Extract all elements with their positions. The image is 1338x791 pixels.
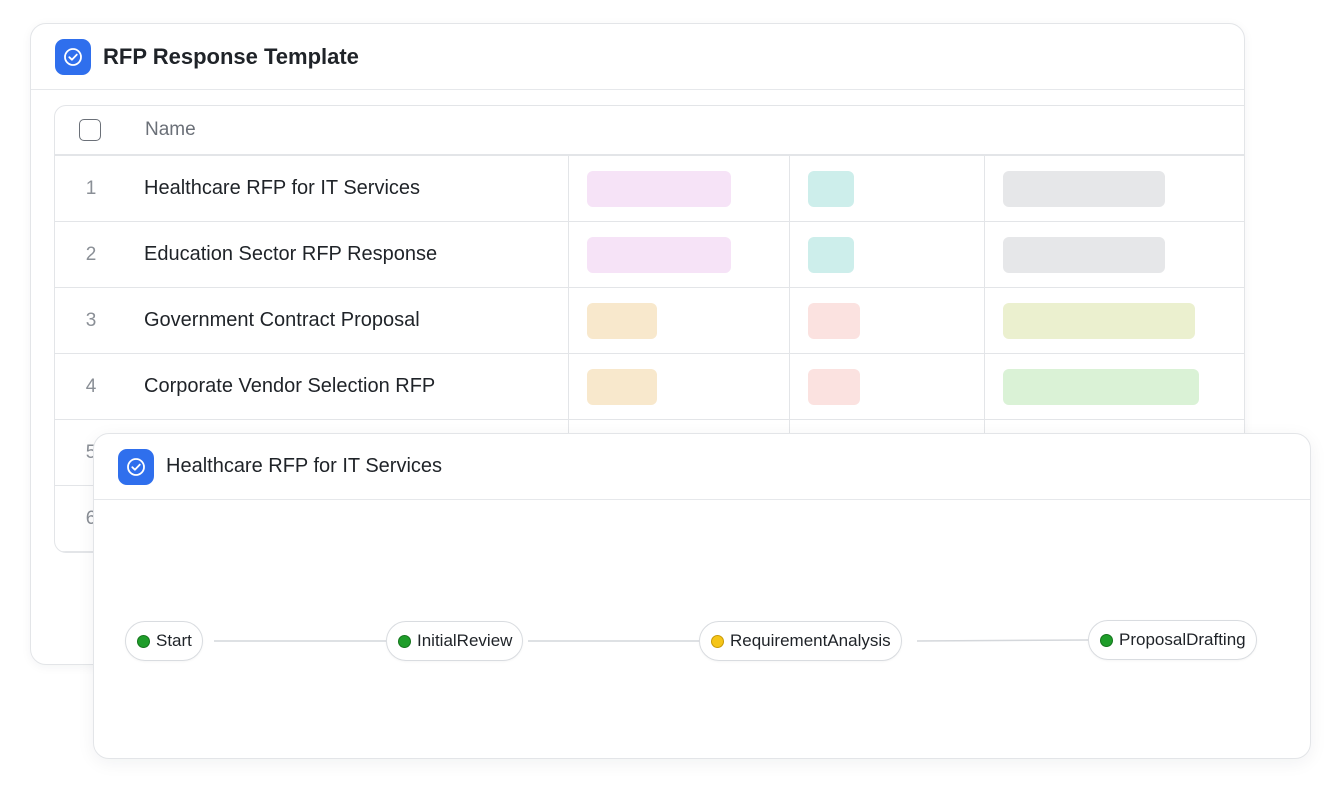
- workflow-title: Healthcare RFP for IT Services: [166, 455, 443, 477]
- tag-pill: [808, 302, 860, 339]
- node-label: InitialReview: [417, 631, 513, 650]
- column-header-name[interactable]: Name: [145, 119, 196, 140]
- row-name[interactable]: Corporate Vendor Selection RFP: [144, 375, 436, 397]
- workflow-window: Healthcare RFP for IT Services Start Ini…: [93, 433, 1311, 759]
- tag-pill: [587, 368, 657, 405]
- tag-pill: [808, 170, 854, 207]
- node-label: RequirementAnalysis: [730, 631, 891, 650]
- workflow-canvas: Start InitialReview RequirementAnalysis …: [94, 500, 1310, 758]
- workflow-node-requirement-analysis[interactable]: RequirementAnalysis: [699, 621, 902, 661]
- workflow-node-proposal-drafting[interactable]: ProposalDrafting: [1088, 620, 1257, 660]
- tag-cell[interactable]: [568, 222, 789, 287]
- tag-pill: [587, 236, 731, 273]
- workflow-node-start[interactable]: Start: [125, 621, 203, 661]
- tag-pill: [1003, 236, 1165, 273]
- workflow-connectors: [214, 639, 1089, 642]
- template-title: RFP Response Template: [103, 43, 359, 69]
- tag-cell[interactable]: [984, 288, 1244, 353]
- status-dot-icon: [1100, 633, 1113, 647]
- tag-cell[interactable]: [984, 354, 1244, 419]
- tag-pill: [808, 368, 860, 405]
- check-circle-icon: [118, 448, 154, 485]
- connector-line: [916, 639, 1089, 642]
- node-label: Start: [156, 631, 192, 650]
- tag-cell[interactable]: [789, 354, 984, 419]
- row-name[interactable]: Healthcare RFP for IT Services: [144, 177, 421, 199]
- status-dot-icon: [398, 634, 411, 648]
- row-number: 1: [85, 177, 97, 199]
- tag-cell[interactable]: [568, 288, 789, 353]
- row-number: 3: [85, 309, 97, 331]
- table-row[interactable]: 3 Government Contract Proposal: [55, 288, 1244, 354]
- tag-cell[interactable]: [789, 156, 984, 221]
- check-circle-icon: [55, 38, 91, 75]
- row-number: 6: [85, 507, 97, 529]
- node-label: ProposalDrafting: [1119, 630, 1246, 649]
- workflow-header: Healthcare RFP for IT Services: [94, 434, 1310, 500]
- tag-pill: [808, 236, 854, 273]
- status-dot-icon: [711, 634, 724, 648]
- table-row[interactable]: 1 Healthcare RFP for IT Services: [55, 156, 1244, 222]
- workflow-node-initial-review[interactable]: InitialReview: [386, 621, 524, 661]
- table-header: Name: [55, 106, 1244, 156]
- row-number: 2: [85, 243, 97, 265]
- select-all-checkbox[interactable]: [79, 119, 101, 141]
- row-name[interactable]: Government Contract Proposal: [144, 309, 420, 331]
- tag-cell[interactable]: [568, 354, 789, 419]
- table-row[interactable]: 4 Corporate Vendor Selection RFP: [55, 354, 1244, 420]
- row-number: 4: [85, 375, 97, 397]
- tag-cell[interactable]: [789, 222, 984, 287]
- tag-cell[interactable]: [984, 156, 1244, 221]
- table-row[interactable]: 2 Education Sector RFP Response: [55, 222, 1244, 288]
- status-dot-icon: [137, 634, 150, 648]
- tag-cell[interactable]: [984, 222, 1244, 287]
- tag-pill: [587, 170, 731, 207]
- template-header: RFP Response Template: [31, 24, 1244, 90]
- tag-pill: [1003, 302, 1195, 339]
- row-number: 5: [85, 441, 97, 463]
- tag-pill: [587, 302, 657, 339]
- tag-cell[interactable]: [789, 288, 984, 353]
- tag-cell[interactable]: [568, 156, 789, 221]
- tag-pill: [1003, 170, 1165, 207]
- row-name[interactable]: Education Sector RFP Response: [144, 243, 438, 265]
- tag-pill: [1003, 368, 1199, 405]
